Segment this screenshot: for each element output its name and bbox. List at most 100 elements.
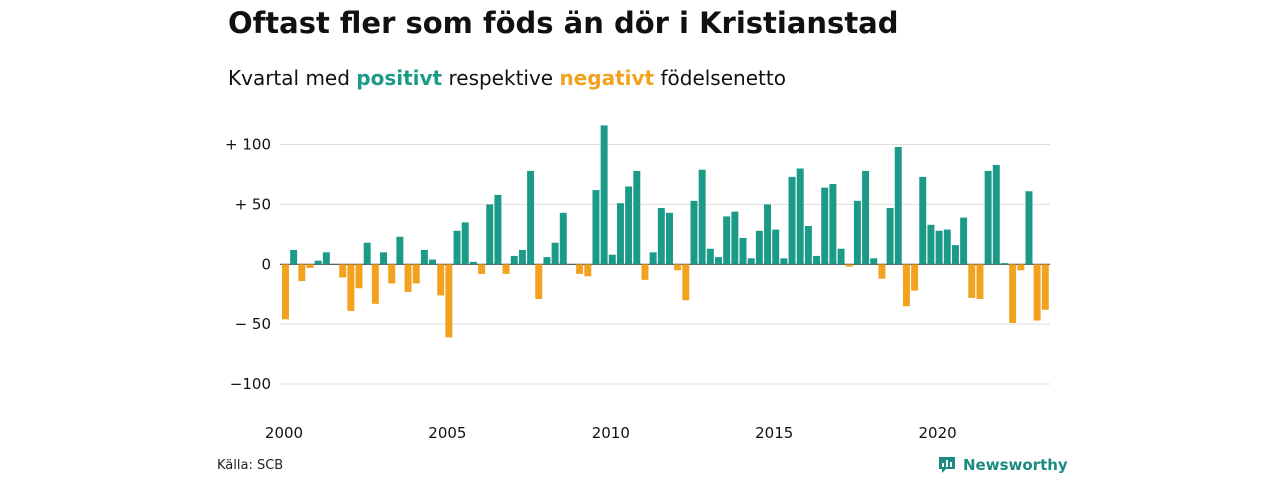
chart-title: Oftast fler som föds än dör i Kristianst… bbox=[228, 6, 899, 40]
bar-positive bbox=[551, 242, 559, 265]
bar-positive bbox=[486, 204, 494, 265]
bar-negative bbox=[347, 264, 355, 311]
grid-lines bbox=[280, 144, 1050, 385]
x-tick-label: 2020 bbox=[919, 424, 957, 442]
bar-negative bbox=[682, 264, 690, 301]
bar-positive bbox=[780, 258, 788, 265]
bar-positive bbox=[813, 255, 821, 265]
bar-positive bbox=[396, 236, 404, 265]
bar-positive bbox=[290, 249, 298, 265]
bar-positive bbox=[698, 169, 706, 265]
bar-positive bbox=[429, 259, 437, 265]
bar-positive bbox=[919, 176, 927, 265]
bar-negative bbox=[339, 264, 347, 278]
bar-positive bbox=[943, 229, 951, 265]
bar-negative bbox=[911, 264, 919, 291]
bar-positive bbox=[894, 146, 902, 265]
bar-positive bbox=[469, 261, 477, 265]
bar-positive bbox=[543, 257, 551, 265]
bar-positive bbox=[804, 225, 812, 265]
bar-positive bbox=[821, 187, 829, 265]
bar-positive bbox=[420, 249, 428, 265]
bar-positive bbox=[322, 252, 330, 265]
x-tick-label: 2000 bbox=[265, 424, 303, 442]
bar-positive bbox=[649, 252, 657, 265]
bar-positive bbox=[870, 258, 878, 265]
newsworthy-bar-logo-icon bbox=[939, 457, 955, 473]
bar-positive bbox=[690, 200, 698, 265]
bar-negative bbox=[282, 264, 289, 320]
bar-positive bbox=[314, 260, 322, 265]
bar-series bbox=[282, 125, 1049, 338]
brand-logo[interactable]: Newsworthy bbox=[937, 455, 1068, 475]
bar-negative bbox=[641, 264, 649, 280]
subtitle-suffix: födelsenetto bbox=[654, 66, 786, 90]
bar-negative bbox=[306, 264, 314, 268]
bar-positive bbox=[1000, 263, 1008, 265]
bar-negative bbox=[502, 264, 510, 274]
bar-positive bbox=[951, 245, 959, 265]
x-tick-label: 2005 bbox=[428, 424, 466, 442]
bar-positive bbox=[363, 242, 371, 265]
bar-negative bbox=[445, 264, 453, 338]
bar-positive bbox=[788, 176, 796, 265]
bar-positive bbox=[984, 170, 992, 265]
bar-positive bbox=[755, 230, 763, 265]
y-tick-label: 0 bbox=[261, 255, 271, 273]
bar-negative bbox=[1033, 264, 1041, 321]
bar-positive bbox=[657, 208, 665, 265]
bar-positive bbox=[723, 216, 731, 265]
bar-positive bbox=[706, 248, 714, 265]
bar-negative bbox=[584, 264, 592, 277]
bar-positive bbox=[1025, 191, 1033, 265]
bar-negative bbox=[878, 264, 886, 279]
x-tick-label: 2010 bbox=[592, 424, 630, 442]
bar-negative bbox=[298, 264, 306, 282]
bar-positive bbox=[829, 184, 837, 265]
y-tick-label: + 100 bbox=[225, 136, 271, 154]
x-tick-label: 2015 bbox=[755, 424, 793, 442]
bar-negative bbox=[412, 264, 420, 284]
bar-positive bbox=[715, 257, 722, 265]
bar-positive bbox=[518, 249, 526, 265]
bar-positive bbox=[600, 125, 608, 265]
y-tick-label: − 50 bbox=[235, 315, 271, 333]
bar-negative bbox=[576, 264, 584, 274]
bar-positive bbox=[927, 224, 935, 265]
bar-positive bbox=[853, 200, 861, 265]
subtitle-prefix: Kvartal med bbox=[228, 66, 357, 90]
bar-positive bbox=[494, 194, 502, 265]
y-tick-label: + 50 bbox=[235, 195, 271, 213]
bar-positive bbox=[992, 164, 1000, 265]
bar-positive bbox=[886, 208, 894, 265]
bar-positive bbox=[380, 252, 388, 265]
bar-positive bbox=[731, 211, 739, 265]
bar-negative bbox=[1009, 264, 1017, 323]
bar-positive bbox=[559, 212, 567, 265]
bar-positive bbox=[461, 222, 469, 265]
x-axis-labels: 2000 2005 2010 2015 2020 bbox=[265, 424, 957, 442]
subtitle-positive-label: positivt bbox=[356, 66, 443, 90]
bar-positive bbox=[772, 229, 780, 265]
bar-positive bbox=[935, 230, 943, 265]
bar-positive bbox=[960, 217, 968, 265]
bar-positive bbox=[616, 203, 624, 265]
bar-negative bbox=[968, 264, 976, 298]
bar-positive bbox=[747, 258, 755, 265]
bar-positive bbox=[796, 168, 804, 265]
bar-positive bbox=[666, 212, 673, 265]
bar-negative bbox=[437, 264, 445, 296]
y-axis-labels: + 100 + 50 0 − 50 −100 bbox=[225, 136, 271, 393]
bar-positive bbox=[592, 190, 600, 265]
bar-negative bbox=[902, 264, 910, 307]
bar-negative bbox=[1041, 264, 1049, 310]
subtitle-middle: respektive bbox=[442, 66, 560, 90]
bar-positive bbox=[764, 204, 772, 265]
bar-negative bbox=[845, 264, 853, 267]
bar-positive bbox=[633, 170, 641, 265]
bar-negative bbox=[388, 264, 396, 284]
bar-negative bbox=[355, 264, 363, 289]
bar-positive bbox=[837, 248, 845, 265]
bar-negative bbox=[674, 264, 682, 271]
